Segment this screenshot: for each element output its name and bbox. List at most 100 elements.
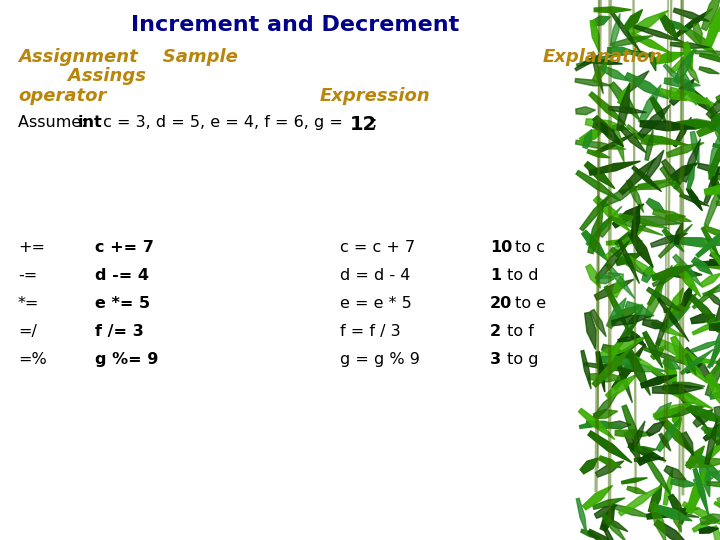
Polygon shape: [647, 265, 672, 306]
Polygon shape: [690, 314, 716, 323]
Polygon shape: [652, 322, 685, 337]
Polygon shape: [594, 7, 631, 13]
Polygon shape: [611, 305, 643, 322]
Polygon shape: [628, 443, 666, 461]
Polygon shape: [680, 194, 709, 206]
Polygon shape: [698, 164, 720, 176]
Text: d = d - 4: d = d - 4: [340, 268, 410, 283]
Polygon shape: [611, 315, 653, 326]
Polygon shape: [600, 186, 639, 207]
Polygon shape: [714, 28, 720, 37]
Polygon shape: [619, 158, 656, 194]
Text: ;: ;: [372, 115, 377, 130]
Polygon shape: [663, 359, 674, 382]
Polygon shape: [605, 517, 628, 531]
Polygon shape: [706, 239, 720, 268]
Polygon shape: [653, 402, 672, 420]
Polygon shape: [610, 10, 642, 54]
Polygon shape: [656, 419, 680, 451]
Polygon shape: [662, 359, 680, 369]
Polygon shape: [592, 16, 610, 26]
Text: to d: to d: [502, 268, 539, 283]
Polygon shape: [686, 458, 720, 468]
Polygon shape: [619, 214, 669, 228]
Polygon shape: [581, 350, 591, 389]
Polygon shape: [692, 258, 712, 275]
Polygon shape: [705, 358, 720, 382]
Polygon shape: [580, 423, 602, 428]
Polygon shape: [708, 132, 720, 174]
Polygon shape: [612, 344, 645, 390]
Polygon shape: [672, 409, 681, 430]
Polygon shape: [662, 228, 684, 252]
Polygon shape: [638, 105, 670, 138]
Polygon shape: [695, 51, 720, 56]
Polygon shape: [602, 524, 621, 540]
Text: d -= 4: d -= 4: [95, 268, 149, 283]
Text: 10: 10: [490, 240, 512, 255]
Polygon shape: [687, 166, 694, 189]
Polygon shape: [644, 456, 672, 496]
Polygon shape: [606, 264, 635, 299]
Polygon shape: [588, 59, 622, 64]
Polygon shape: [709, 322, 720, 331]
Polygon shape: [632, 166, 662, 192]
Polygon shape: [643, 332, 662, 368]
Polygon shape: [621, 306, 643, 340]
Polygon shape: [705, 418, 717, 464]
Text: +=: +=: [18, 240, 45, 255]
Polygon shape: [586, 264, 600, 288]
Polygon shape: [606, 374, 637, 399]
Text: Increment and Decrement: Increment and Decrement: [131, 15, 459, 35]
Polygon shape: [680, 349, 714, 375]
Polygon shape: [714, 281, 720, 327]
Polygon shape: [609, 82, 641, 121]
Polygon shape: [671, 480, 698, 487]
Polygon shape: [696, 223, 720, 258]
Polygon shape: [707, 482, 720, 488]
Polygon shape: [634, 133, 688, 145]
Polygon shape: [655, 406, 707, 419]
Polygon shape: [593, 60, 608, 83]
Polygon shape: [634, 356, 664, 376]
Polygon shape: [585, 119, 630, 130]
Polygon shape: [629, 178, 674, 192]
Polygon shape: [715, 428, 720, 445]
Text: Assume:: Assume:: [18, 115, 91, 130]
Polygon shape: [687, 187, 702, 211]
Polygon shape: [661, 307, 690, 332]
Polygon shape: [660, 89, 687, 100]
Polygon shape: [589, 373, 626, 382]
Polygon shape: [693, 23, 702, 45]
Polygon shape: [612, 36, 653, 47]
Polygon shape: [698, 456, 710, 497]
Polygon shape: [627, 329, 647, 347]
Polygon shape: [662, 384, 712, 408]
Polygon shape: [705, 428, 720, 438]
Polygon shape: [612, 217, 663, 235]
Polygon shape: [626, 179, 644, 213]
Polygon shape: [639, 181, 676, 190]
Polygon shape: [680, 505, 687, 524]
Polygon shape: [593, 133, 636, 156]
Polygon shape: [588, 150, 610, 158]
Polygon shape: [716, 92, 720, 103]
Polygon shape: [602, 345, 626, 356]
Polygon shape: [591, 52, 603, 94]
Polygon shape: [670, 163, 698, 181]
Polygon shape: [646, 150, 664, 177]
Polygon shape: [673, 8, 709, 21]
Polygon shape: [659, 14, 678, 39]
Polygon shape: [645, 130, 653, 160]
Polygon shape: [604, 286, 631, 335]
Polygon shape: [593, 409, 618, 419]
Polygon shape: [708, 107, 720, 131]
Polygon shape: [670, 87, 717, 105]
Text: *=: *=: [18, 296, 40, 311]
Polygon shape: [681, 356, 708, 383]
Polygon shape: [575, 79, 611, 86]
Polygon shape: [595, 279, 634, 300]
Polygon shape: [600, 504, 615, 531]
Polygon shape: [663, 64, 684, 85]
Text: Explanation: Explanation: [543, 48, 663, 66]
